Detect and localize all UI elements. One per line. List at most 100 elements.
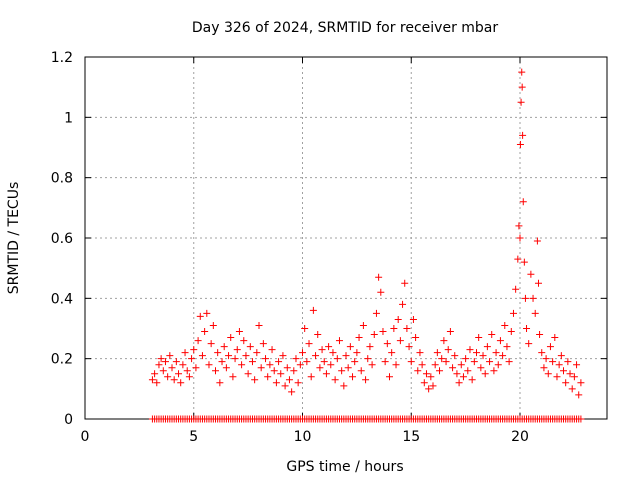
data-point xyxy=(412,334,420,342)
data-point xyxy=(161,358,169,366)
data-point xyxy=(231,355,239,363)
data-point xyxy=(519,131,527,139)
data-point xyxy=(553,373,561,381)
x-axis-label: GPS time / hours xyxy=(286,459,403,475)
data-point xyxy=(442,358,450,366)
data-point xyxy=(425,385,433,393)
data-point xyxy=(362,376,370,384)
data-point xyxy=(179,361,187,369)
data-point xyxy=(331,376,339,384)
data-point xyxy=(570,373,578,381)
x-tick-label: 10 xyxy=(294,429,312,445)
data-point xyxy=(455,379,463,387)
data-point xyxy=(523,325,531,332)
data-point xyxy=(366,343,374,351)
y-tick-label: 1.2 xyxy=(51,50,73,66)
data-point xyxy=(546,343,554,351)
data-point xyxy=(501,321,509,329)
data-point xyxy=(468,376,476,384)
data-point xyxy=(422,370,430,378)
data-point xyxy=(438,355,446,363)
data-point xyxy=(401,279,409,287)
data-point xyxy=(436,367,444,375)
data-point xyxy=(577,379,585,387)
data-point xyxy=(573,361,581,369)
data-point xyxy=(253,349,261,357)
data-point xyxy=(499,352,507,360)
x-tick-label: 5 xyxy=(189,429,198,445)
data-point xyxy=(205,361,213,369)
x-tick-label: 20 xyxy=(511,429,529,445)
y-axis-label: SRMTID / TECUs xyxy=(6,182,22,295)
data-point xyxy=(575,391,583,399)
data-point xyxy=(235,328,243,336)
data-point xyxy=(238,361,246,369)
data-point xyxy=(275,358,283,366)
data-point xyxy=(305,340,313,348)
data-point xyxy=(203,309,211,317)
data-point xyxy=(520,258,528,266)
data-point xyxy=(409,315,417,323)
data-point xyxy=(333,355,341,363)
data-points xyxy=(148,68,585,423)
data-point xyxy=(516,140,524,148)
data-point xyxy=(312,352,320,360)
data-point xyxy=(229,373,237,381)
data-point xyxy=(562,379,570,387)
data-point xyxy=(496,337,504,345)
data-point xyxy=(220,343,228,351)
data-point xyxy=(475,334,483,342)
data-point xyxy=(264,373,272,381)
data-point xyxy=(349,373,357,381)
data-point xyxy=(549,358,557,366)
chart-title: Day 326 of 2024, SRMTID for receiver mba… xyxy=(192,20,499,36)
data-point xyxy=(483,343,491,351)
data-point xyxy=(301,325,309,332)
x-tick-label: 0 xyxy=(81,429,90,445)
data-point xyxy=(568,385,576,393)
data-point xyxy=(329,349,337,357)
data-point xyxy=(272,379,280,387)
data-point xyxy=(516,234,524,242)
data-point xyxy=(279,352,287,360)
y-tick-label: 0.2 xyxy=(51,352,73,368)
data-point xyxy=(492,349,500,357)
data-point xyxy=(338,367,346,375)
data-point xyxy=(396,337,404,345)
data-point xyxy=(266,361,274,369)
data-point xyxy=(431,361,439,369)
data-point xyxy=(164,373,172,381)
data-point xyxy=(218,358,226,366)
data-point xyxy=(529,294,537,302)
data-point xyxy=(564,358,572,366)
data-point xyxy=(557,352,565,360)
y-tick-label: 1 xyxy=(64,110,73,126)
x-tick-label: 15 xyxy=(402,429,420,445)
data-point xyxy=(555,361,563,369)
data-point xyxy=(473,349,480,357)
data-point xyxy=(418,361,426,369)
y-tick-label: 0.4 xyxy=(51,291,73,307)
data-point xyxy=(427,373,435,381)
data-point xyxy=(466,346,474,354)
data-point xyxy=(481,370,489,378)
data-point xyxy=(285,376,293,384)
data-point xyxy=(166,352,174,360)
data-point xyxy=(351,358,359,366)
data-point xyxy=(375,273,383,281)
data-point xyxy=(407,358,415,366)
data-point xyxy=(257,364,265,372)
data-point xyxy=(470,358,478,366)
data-point xyxy=(477,364,485,372)
data-point xyxy=(344,364,352,372)
data-point xyxy=(318,346,326,354)
data-point xyxy=(381,358,389,366)
data-point xyxy=(170,376,178,384)
data-point xyxy=(486,358,494,366)
data-point xyxy=(177,379,185,387)
data-point xyxy=(353,349,361,357)
data-point xyxy=(551,334,559,342)
y-tick-label: 0.6 xyxy=(51,231,73,247)
data-point xyxy=(227,334,235,342)
data-point xyxy=(190,346,198,354)
